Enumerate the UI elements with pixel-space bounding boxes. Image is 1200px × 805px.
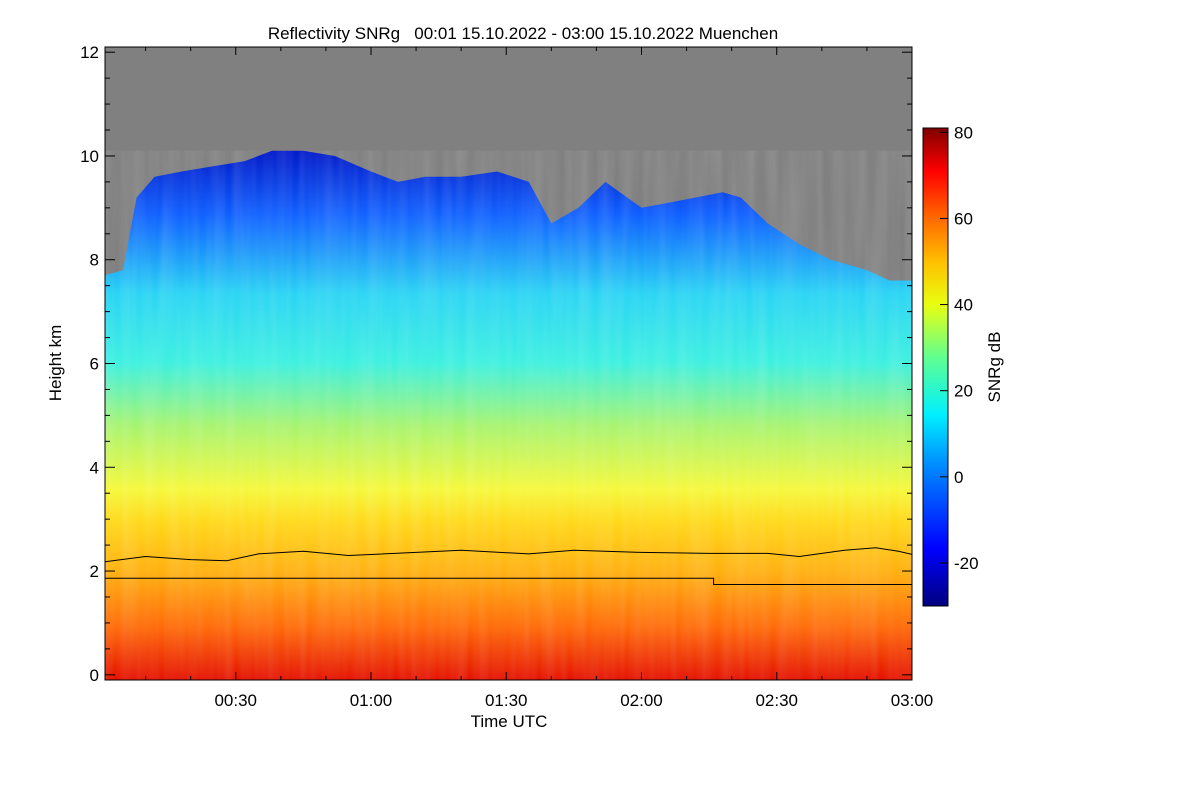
height-line-2 <box>105 577 912 585</box>
colorbar-label: SNRg dB <box>985 332 1004 403</box>
y-axis-label: Height km <box>46 325 65 402</box>
x-tick-label: 02:30 <box>755 691 798 710</box>
x-axis: 00:30 01:00 01:30 02:00 02:30 03:00 <box>145 47 934 710</box>
colorbar-ticks: -20 0 20 40 60 80 <box>940 123 979 573</box>
y-axis: 0 2 4 6 8 10 12 <box>80 43 912 685</box>
height-line-1 <box>105 547 912 563</box>
y-tick-label: 10 <box>80 147 99 166</box>
x-tick-label: 01:30 <box>485 691 528 710</box>
colorbar-scale <box>922 127 949 607</box>
echo-texture <box>105 150 912 680</box>
x-tick-label: 03:00 <box>891 691 934 710</box>
y-tick-label: 8 <box>90 251 99 270</box>
colorbar-tick-label: -20 <box>954 554 979 573</box>
plot-area <box>105 47 912 680</box>
y-tick-label: 12 <box>80 43 99 62</box>
colorbar-tick-label: 0 <box>954 468 963 487</box>
x-tick-label: 01:00 <box>350 691 393 710</box>
x-tick-label: 00:30 <box>214 691 257 710</box>
chart-title: Reflectivity SNRg 00:01 15.10.2022 - 03:… <box>268 24 778 43</box>
lines-layer <box>105 547 912 585</box>
x-axis-label: Time UTC <box>471 712 548 731</box>
y-tick-label: 0 <box>90 666 99 685</box>
colorbar-tick-label: 60 <box>954 209 973 228</box>
colorbar-tick-label: 40 <box>954 296 973 315</box>
y-tick-label: 2 <box>90 562 99 581</box>
y-tick-label: 6 <box>90 355 99 374</box>
colorbar-tick-label: 20 <box>954 382 973 401</box>
colorbar-tick-label: 80 <box>954 123 973 142</box>
y-tick-label: 4 <box>90 458 99 477</box>
x-tick-label: 02:00 <box>620 691 663 710</box>
colorbar: -20 0 20 40 60 80 SNRg dB <box>922 123 1004 607</box>
